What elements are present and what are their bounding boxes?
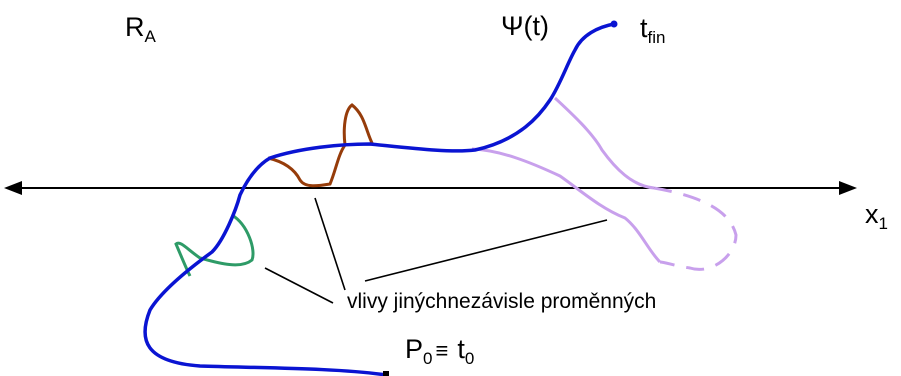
region-label-sub: A xyxy=(144,27,156,46)
tfin-label-main: t xyxy=(640,13,648,43)
brown-loop xyxy=(267,103,375,188)
t0-label-sub: 0 xyxy=(464,349,475,368)
equiv-symbol: ≡ xyxy=(435,338,449,363)
leader-to-green xyxy=(264,267,334,304)
tfin-label: tfin xyxy=(640,13,665,48)
x1-label-main: x xyxy=(865,199,879,229)
p0-t0-label: P0 ≡ t0 xyxy=(405,334,474,369)
lavender-branch-upper xyxy=(553,96,655,190)
x1-axis-left-arrow xyxy=(4,181,22,195)
x1-axis-right-arrow xyxy=(839,181,857,195)
tfin-label-sub: fin xyxy=(647,28,666,47)
region-label-main: R xyxy=(125,12,145,42)
leader-to-lavender xyxy=(364,219,608,282)
tfin-endpoint xyxy=(610,20,618,28)
lavender-branch-dashed xyxy=(653,186,738,271)
t0-label-main: t xyxy=(457,334,465,364)
x1-label: x1 xyxy=(865,199,888,234)
p0-endpoint xyxy=(383,371,389,376)
x1-axis xyxy=(4,181,857,195)
green-loop xyxy=(174,213,255,277)
annotation-leaders xyxy=(264,197,608,304)
lavender-branch-lower xyxy=(471,147,662,264)
psi-label: Ψ(t) xyxy=(501,11,550,41)
x1-label-sub: 1 xyxy=(878,214,888,233)
lavender-branches xyxy=(471,96,738,271)
region-label: RA xyxy=(125,12,156,47)
p0-label-main: P xyxy=(405,334,424,364)
annotation-text: vlivy jinýchnezávisle proměnných xyxy=(347,290,657,313)
main-trajectory xyxy=(143,22,615,376)
p0-label-sub: 0 xyxy=(423,349,433,368)
leader-to-brown xyxy=(314,197,346,291)
